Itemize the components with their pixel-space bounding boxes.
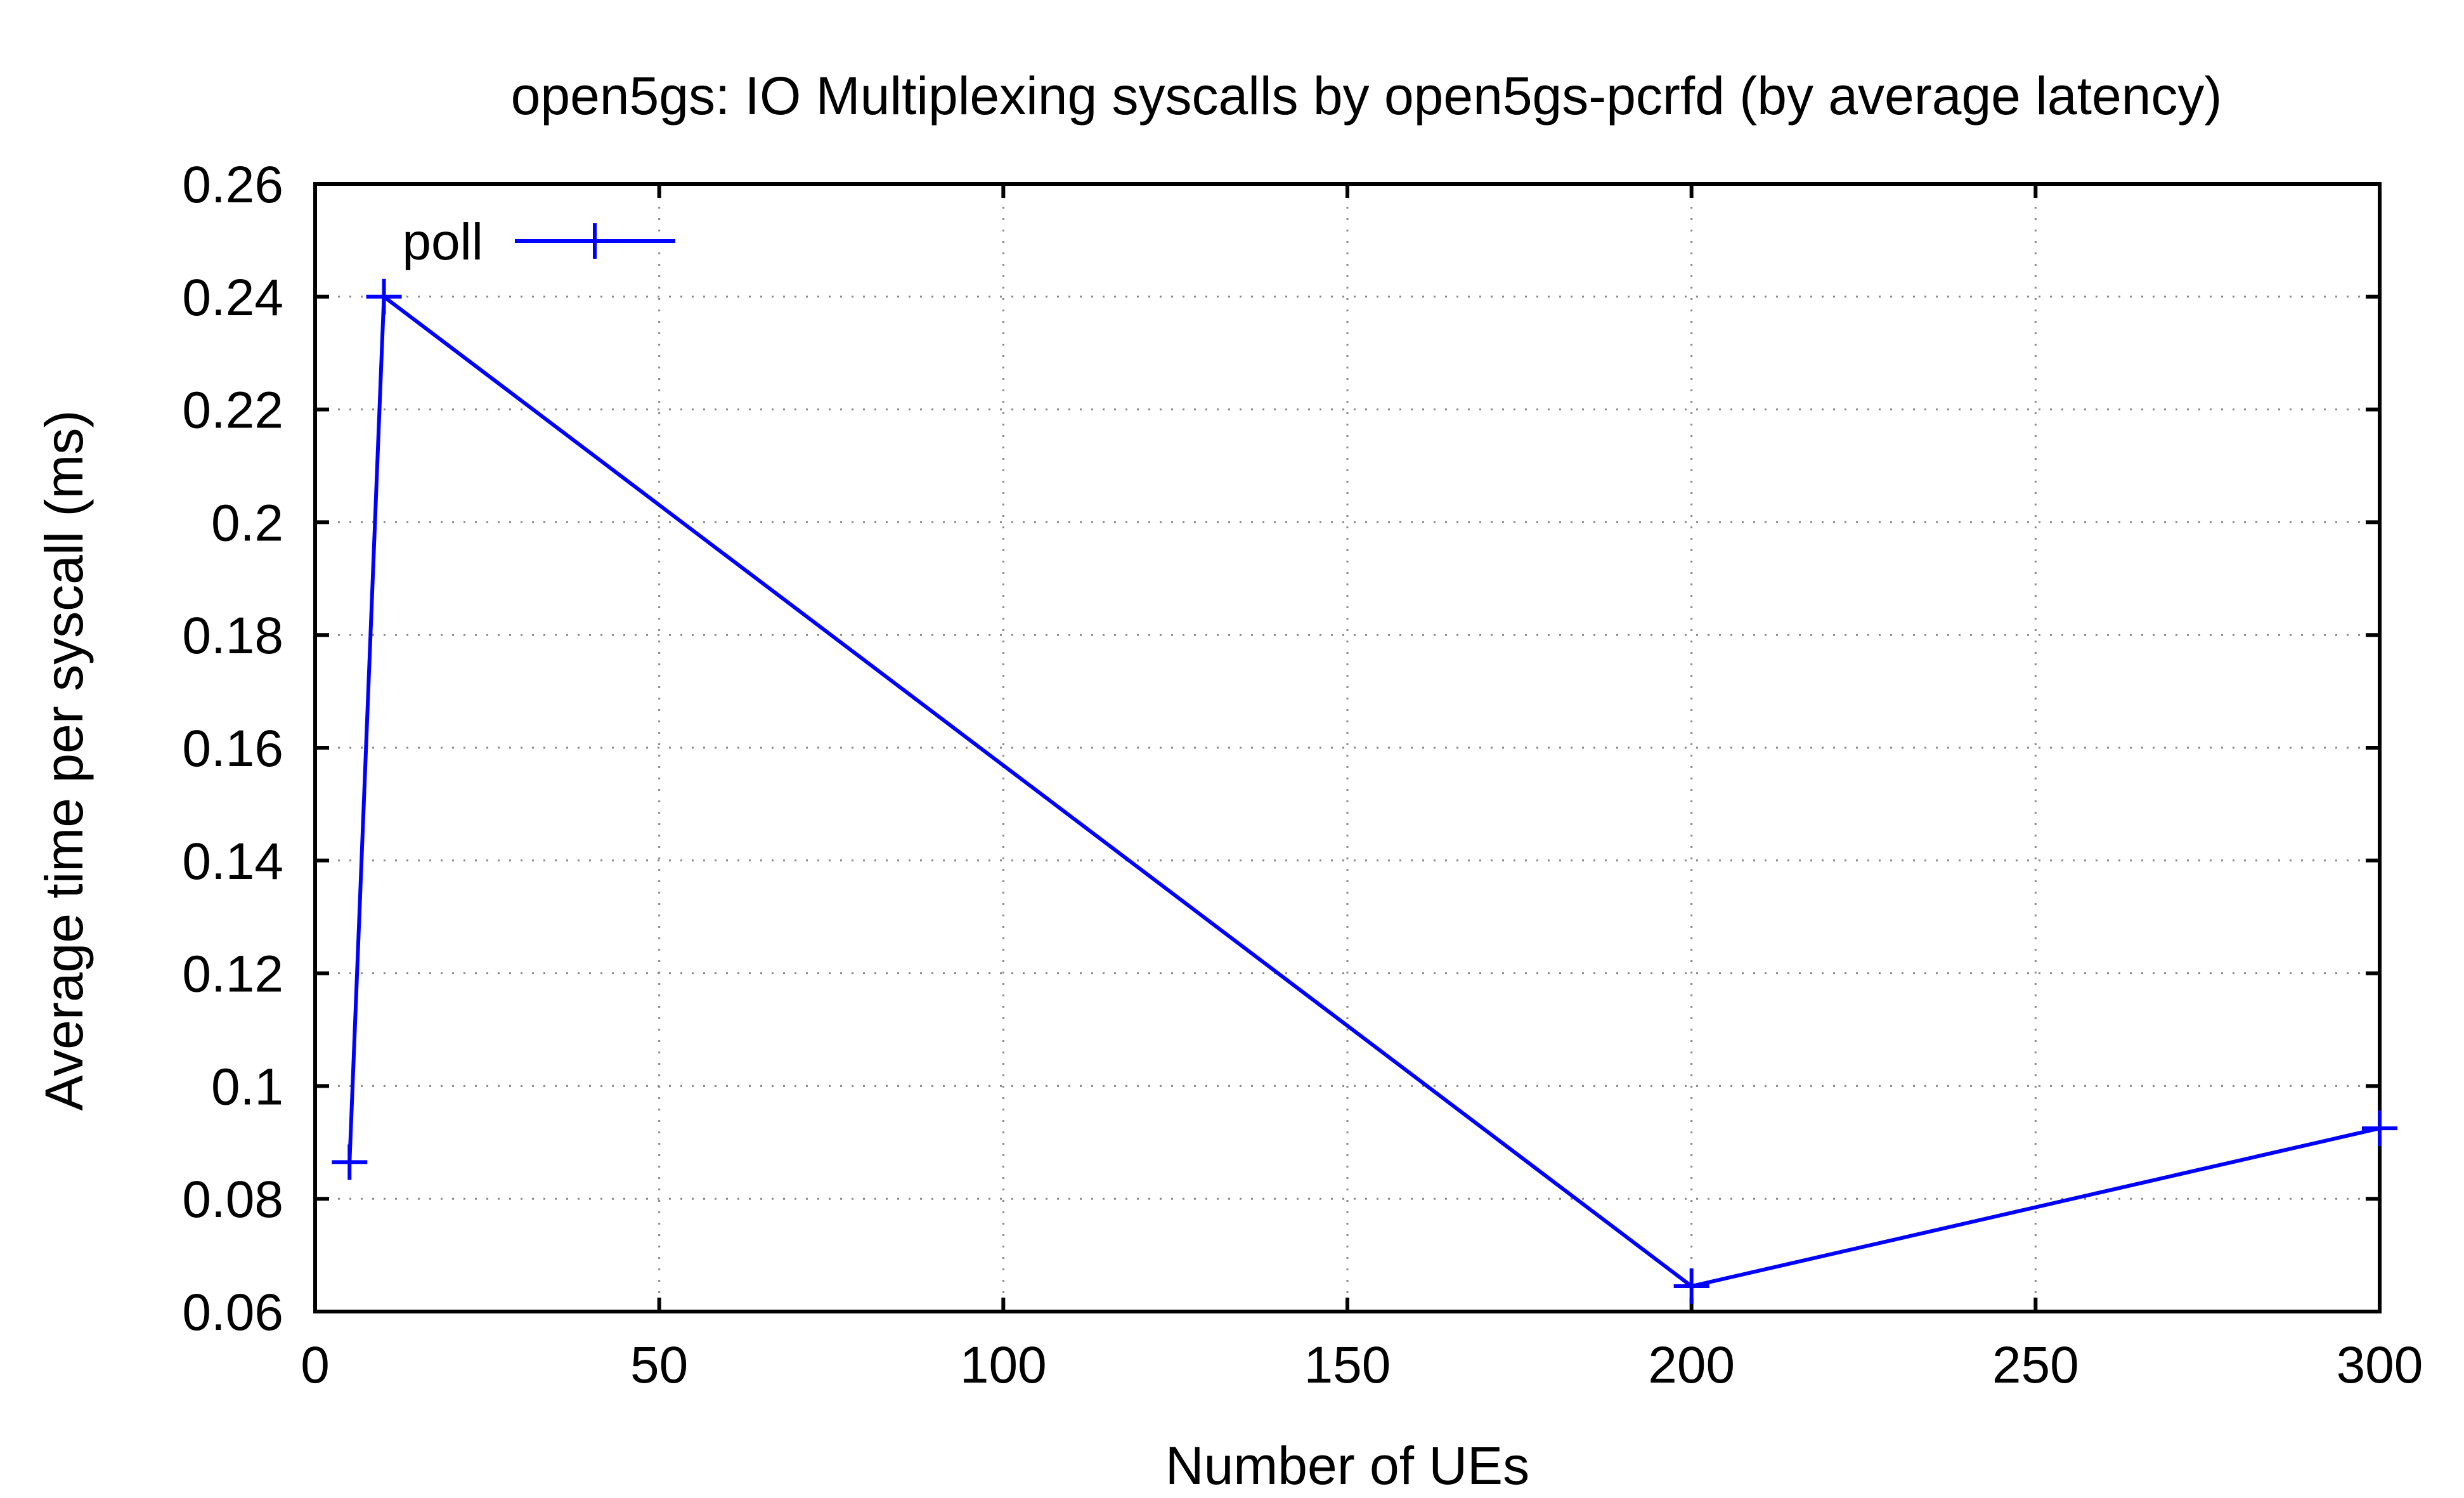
series-line-poll [347,292,2380,1289]
y-tick-label: 0.06 [182,1284,283,1341]
y-tick-labels: 0.06 0.08 0.1 0.12 0.14 0.16 0.18 0.2 0.22 0.24 0.… [182,156,283,1341]
x-tick-label: 0 [301,1336,330,1394]
grid-lines [315,184,2380,1312]
data-point [1673,1268,1709,1304]
x-tick-label: 50 [630,1336,688,1394]
x-tick-labels: 0 50 100 150 200 250 300 [301,1336,2423,1394]
y-axis-title: Average time per syscall (ms) [34,410,94,1111]
data-point [332,1144,368,1180]
y-tick-label: 0.24 [182,269,283,327]
y-tick-label: 0.1 [211,1058,283,1116]
legend-label: poll [402,213,483,271]
y-tick-label: 0.08 [182,1171,283,1228]
x-tick-label: 250 [1992,1336,2079,1394]
legend-swatch [515,223,675,259]
x-axis-title: Number of UEs [1165,1436,1529,1495]
y-tick-label: 0.14 [182,833,283,890]
y-tick-label: 0.16 [182,720,283,778]
data-point [366,278,402,315]
x-tick-label: 150 [1304,1336,1391,1394]
chart-title: open5gs: IO Multiplexing syscalls by ope… [511,66,2222,126]
data-point [2362,1110,2397,1147]
legend: poll [402,213,675,271]
y-tick-label: 0.22 [182,382,283,440]
y-tick-label: 0.2 [211,494,283,552]
x-tick-label: 300 [2337,1336,2423,1394]
x-tick-label: 200 [1648,1336,1735,1394]
series-layer [332,278,2397,1304]
y-tick-label: 0.18 [182,607,283,665]
y-tick-label: 0.26 [182,156,283,214]
plot-frame [313,182,2382,1313]
y-tick-label: 0.12 [182,946,283,1003]
x-tick-label: 100 [960,1336,1047,1394]
